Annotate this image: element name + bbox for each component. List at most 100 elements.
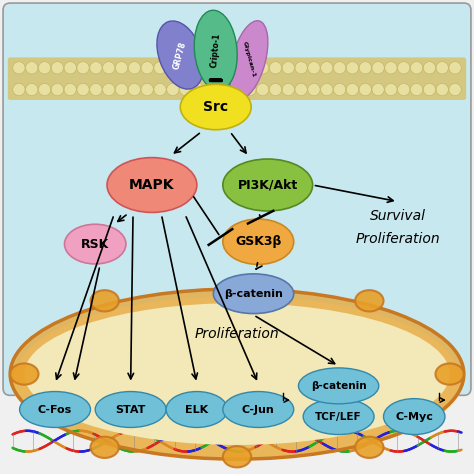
Ellipse shape bbox=[12, 308, 462, 459]
Circle shape bbox=[308, 62, 320, 74]
Text: ELK: ELK bbox=[185, 404, 209, 414]
Text: PI3K/Akt: PI3K/Akt bbox=[237, 179, 298, 191]
Ellipse shape bbox=[19, 392, 91, 428]
Ellipse shape bbox=[223, 281, 251, 302]
Ellipse shape bbox=[17, 296, 457, 452]
Circle shape bbox=[436, 83, 448, 96]
Circle shape bbox=[346, 62, 359, 74]
Ellipse shape bbox=[223, 392, 294, 428]
Circle shape bbox=[141, 83, 154, 96]
FancyBboxPatch shape bbox=[3, 3, 471, 395]
Text: GRP78: GRP78 bbox=[172, 40, 188, 70]
Text: C-Jun: C-Jun bbox=[242, 404, 274, 414]
Circle shape bbox=[51, 83, 64, 96]
Ellipse shape bbox=[180, 84, 251, 130]
Circle shape bbox=[180, 83, 192, 96]
Ellipse shape bbox=[223, 446, 251, 467]
Circle shape bbox=[410, 83, 423, 96]
Text: MAPK: MAPK bbox=[129, 178, 175, 192]
Circle shape bbox=[192, 62, 205, 74]
Circle shape bbox=[410, 62, 423, 74]
Ellipse shape bbox=[223, 219, 294, 264]
Circle shape bbox=[154, 83, 166, 96]
Circle shape bbox=[205, 83, 218, 96]
Circle shape bbox=[256, 83, 269, 96]
Ellipse shape bbox=[91, 437, 119, 458]
Text: STAT: STAT bbox=[116, 404, 146, 414]
Ellipse shape bbox=[230, 21, 268, 99]
Circle shape bbox=[218, 62, 230, 74]
Circle shape bbox=[38, 62, 51, 74]
Ellipse shape bbox=[355, 437, 383, 458]
Circle shape bbox=[77, 62, 89, 74]
Ellipse shape bbox=[10, 289, 464, 459]
Ellipse shape bbox=[64, 224, 126, 264]
Circle shape bbox=[256, 62, 269, 74]
Ellipse shape bbox=[194, 10, 237, 91]
Circle shape bbox=[385, 62, 397, 74]
Ellipse shape bbox=[10, 364, 38, 385]
Circle shape bbox=[334, 83, 346, 96]
Circle shape bbox=[423, 83, 436, 96]
Circle shape bbox=[26, 62, 38, 74]
Circle shape bbox=[102, 83, 115, 96]
Circle shape bbox=[51, 62, 64, 74]
Text: β-catenin: β-catenin bbox=[224, 289, 283, 299]
Ellipse shape bbox=[303, 399, 374, 435]
Circle shape bbox=[359, 83, 372, 96]
Ellipse shape bbox=[95, 392, 166, 428]
Circle shape bbox=[385, 83, 397, 96]
Circle shape bbox=[436, 62, 448, 74]
Circle shape bbox=[13, 83, 25, 96]
Circle shape bbox=[192, 83, 205, 96]
Circle shape bbox=[90, 62, 102, 74]
Ellipse shape bbox=[436, 364, 464, 385]
Text: GSK3β: GSK3β bbox=[235, 235, 282, 248]
Circle shape bbox=[167, 83, 179, 96]
Circle shape bbox=[423, 62, 436, 74]
Circle shape bbox=[295, 62, 307, 74]
Circle shape bbox=[102, 62, 115, 74]
Circle shape bbox=[77, 83, 89, 96]
Circle shape bbox=[449, 83, 461, 96]
Circle shape bbox=[231, 62, 243, 74]
Text: β-catenin: β-catenin bbox=[311, 381, 366, 391]
Text: Proliferation: Proliferation bbox=[356, 232, 440, 246]
Ellipse shape bbox=[299, 368, 379, 404]
Circle shape bbox=[320, 83, 333, 96]
Circle shape bbox=[334, 62, 346, 74]
Ellipse shape bbox=[166, 392, 228, 428]
Circle shape bbox=[282, 83, 294, 96]
Text: C-Myc: C-Myc bbox=[395, 411, 433, 421]
Circle shape bbox=[38, 83, 51, 96]
Circle shape bbox=[115, 83, 128, 96]
Circle shape bbox=[64, 62, 76, 74]
Circle shape bbox=[64, 83, 76, 96]
Circle shape bbox=[282, 62, 294, 74]
Circle shape bbox=[180, 62, 192, 74]
Text: Src: Src bbox=[203, 100, 228, 114]
Text: RSK: RSK bbox=[81, 237, 109, 251]
Ellipse shape bbox=[91, 290, 119, 311]
Text: Glypican-1: Glypican-1 bbox=[242, 41, 256, 78]
Circle shape bbox=[372, 83, 384, 96]
Circle shape bbox=[398, 62, 410, 74]
Text: TCF/LEF: TCF/LEF bbox=[315, 411, 362, 421]
Circle shape bbox=[269, 83, 282, 96]
Circle shape bbox=[218, 83, 230, 96]
Circle shape bbox=[269, 62, 282, 74]
Circle shape bbox=[90, 83, 102, 96]
Circle shape bbox=[231, 83, 243, 96]
Circle shape bbox=[359, 62, 372, 74]
Text: Proliferation: Proliferation bbox=[195, 327, 279, 341]
Circle shape bbox=[205, 62, 218, 74]
Circle shape bbox=[128, 62, 140, 74]
Text: Cripto-1: Cripto-1 bbox=[210, 33, 222, 68]
Circle shape bbox=[115, 62, 128, 74]
Ellipse shape bbox=[223, 159, 313, 211]
Ellipse shape bbox=[355, 290, 383, 311]
Ellipse shape bbox=[24, 303, 450, 445]
FancyBboxPatch shape bbox=[8, 57, 466, 100]
Ellipse shape bbox=[383, 399, 445, 435]
Ellipse shape bbox=[107, 157, 197, 212]
